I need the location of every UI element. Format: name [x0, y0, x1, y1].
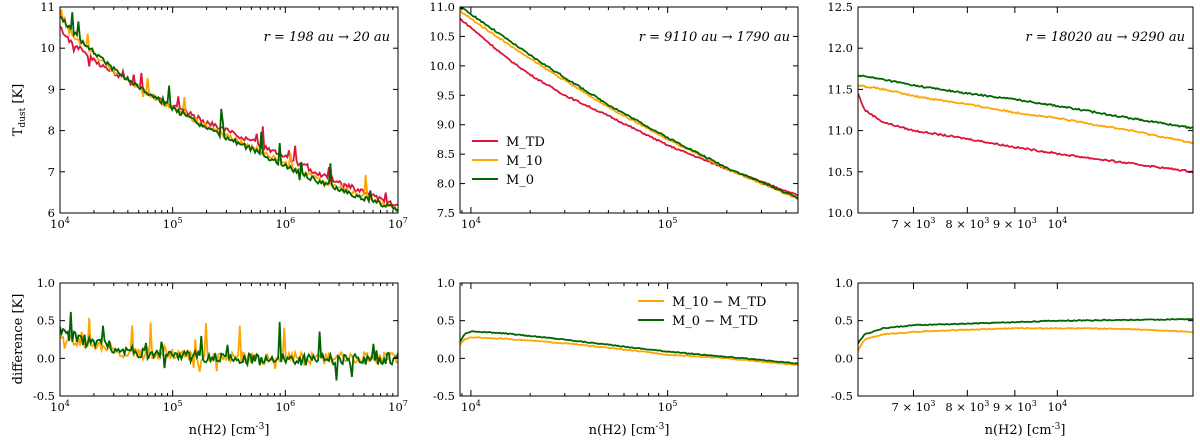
x-axis-label: n(H2) [cm-3]: [189, 422, 270, 438]
legend-label: M_0 − M_TD: [672, 314, 758, 329]
series-line-M-0-M-TD: [858, 317, 1193, 345]
series-line-M-0: [858, 74, 1193, 130]
y-tick-label: -0.5: [433, 389, 455, 403]
x-tick-label: 104: [50, 399, 70, 414]
plot-frame: [59, 6, 399, 214]
series-line-M-TD: [858, 93, 1193, 174]
panel-bottom-right: -0.5 0.0 0.5 1.0 7 × 103 8 × 103 9 × 103 104: [831, 276, 1194, 414]
y-tick-label: 11.0: [827, 124, 853, 138]
y-tick-label: 1.0: [437, 276, 455, 290]
panel-top-middle: 7.5 8.0 8.5 9.0 9.5 10.0 10.5 11.0 104 105 r = 911…: [429, 0, 799, 231]
plot-frame: [459, 282, 799, 397]
panel-bottom-left: -0.5 0.0 0.5 1.0 104 105 106 107: [33, 276, 408, 414]
y-tick-label: 11: [40, 0, 55, 14]
x-tick-label: 7 × 103: [891, 399, 935, 414]
x-tick-label: 104: [50, 216, 70, 231]
x-axis-label: n(H2) [cm-3]: [589, 422, 670, 438]
y-tick-label: 11.5: [827, 82, 853, 96]
series-line-M-0: [460, 7, 798, 200]
y-tick-label: 0.0: [835, 351, 853, 365]
plot-frame: [59, 282, 399, 397]
y-tick-label: 1.0: [835, 276, 853, 290]
plot-frame: [857, 282, 1194, 397]
y-tick-label: 0.5: [437, 314, 455, 328]
y-tick-label: -0.5: [33, 389, 55, 403]
y-tick-label: 7: [48, 165, 55, 179]
x-tick-label: 7 × 103: [891, 216, 935, 231]
y-tick-label: 8.0: [437, 177, 455, 191]
x-tick-label: 105: [163, 216, 183, 231]
y-tick-label: 10: [40, 41, 55, 55]
legend-label: M_10 − M_TD: [672, 295, 766, 310]
y-tick-label: 10.5: [827, 165, 853, 179]
x-tick-label: 104: [461, 216, 481, 231]
x-tick-label: 104: [461, 399, 481, 414]
y-tick-label: 0.5: [37, 314, 55, 328]
y-tick-label: 8: [48, 124, 55, 138]
x-tick-label: 107: [388, 399, 408, 414]
y-tick-label: 10.0: [429, 59, 455, 73]
panel-bottom-middle: -0.5 0.0 0.5 1.0 104 105 M_10 − M_TD M_0 − M_TD: [433, 276, 799, 414]
y-tick-label: -0.5: [831, 389, 853, 403]
radius-annotation: r = 9110 au → 1790 au: [639, 30, 790, 45]
series-line-M-0-M-TD: [60, 311, 398, 381]
x-tick-label: 8 × 103: [945, 399, 989, 414]
radius-annotation: r = 198 au → 20 au: [264, 30, 390, 45]
y-tick-label: 9.5: [437, 88, 455, 102]
x-axis-label: n(H2) [cm-3]: [985, 422, 1066, 438]
y-tick-label: 8.5: [437, 147, 455, 161]
legend-label: M_10: [506, 154, 542, 169]
legend-label: M_TD: [506, 135, 545, 150]
y-axis-label-bottom: difference [K]: [11, 294, 26, 385]
x-tick-label: 9 × 103: [993, 399, 1037, 414]
series-line-M-TD: [60, 25, 398, 207]
y-tick-label: 0.5: [835, 314, 853, 328]
y-tick-label: 0.0: [437, 351, 455, 365]
series-line-M-0: [60, 12, 398, 212]
y-axis-label-top: Tdust [K]: [11, 84, 28, 136]
x-tick-label: 104: [1047, 216, 1067, 231]
y-tick-label: 9: [48, 82, 55, 96]
series-line-M-10-M-TD: [460, 336, 798, 367]
y-tick-label: 12.5: [827, 0, 853, 14]
series-line-M-10: [858, 84, 1193, 145]
series-line-M-10-M-TD: [858, 326, 1193, 352]
x-tick-label: 107: [388, 216, 408, 231]
y-tick-label: 0.0: [37, 351, 55, 365]
series-line-M-0-M-TD: [460, 330, 798, 365]
series-line-M-10: [60, 9, 398, 213]
x-tick-label: 9 × 103: [993, 216, 1037, 231]
y-tick-label: 12.0: [827, 41, 853, 55]
x-tick-label: 105: [658, 216, 678, 231]
plot-frame: [459, 6, 799, 214]
x-tick-label: 106: [275, 399, 295, 414]
y-tick-label: 10.5: [429, 29, 455, 43]
y-tick-label: 1.0: [37, 276, 55, 290]
panel-top-right: 10.0 10.5 11.0 11.5 12.0 12.5 7 × 103 8 × 103 9 …: [827, 0, 1194, 231]
x-tick-label: 104: [1047, 399, 1067, 414]
y-tick-label: 6: [48, 206, 55, 220]
radius-annotation: r = 18020 au → 9290 au: [1026, 30, 1185, 45]
legend-label: M_0: [506, 173, 534, 188]
y-tick-label: 11.0: [429, 0, 455, 14]
panel-top-left: 6 7 8 9 10 11 104 105 106 107 r = 198 au → 20 au: [40, 0, 408, 231]
plot-frame: [857, 6, 1194, 214]
x-tick-label: 8 × 103: [945, 216, 989, 231]
x-tick-label: 105: [658, 399, 678, 414]
x-tick-label: 106: [275, 216, 295, 231]
x-tick-label: 105: [163, 399, 183, 414]
y-tick-label: 7.5: [437, 206, 455, 220]
y-tick-label: 9.0: [437, 118, 455, 132]
y-tick-label: 10.0: [827, 206, 853, 220]
